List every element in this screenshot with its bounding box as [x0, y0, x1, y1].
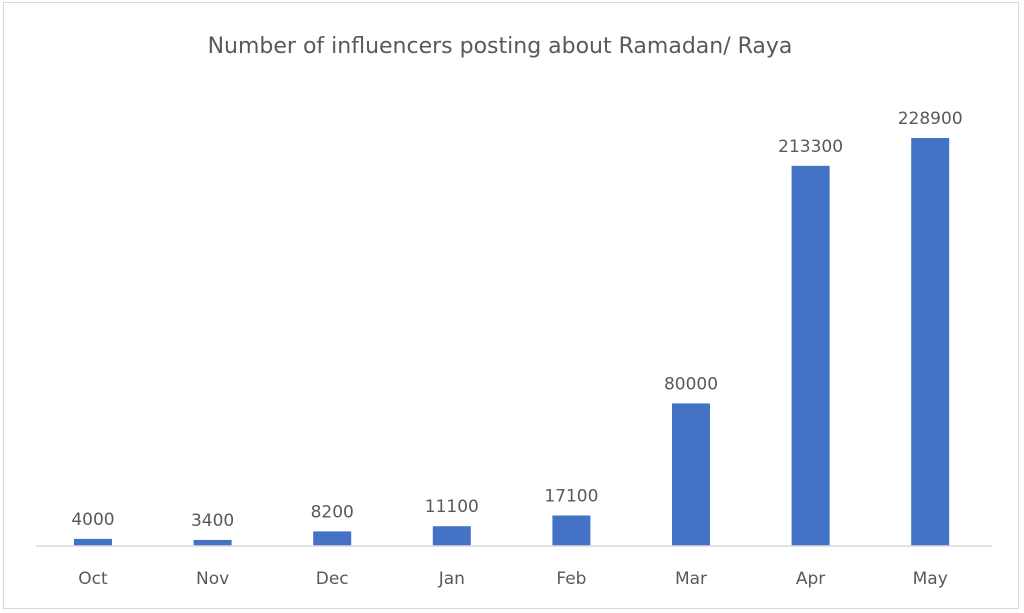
- data-label-nov: 3400: [191, 511, 234, 531]
- bar-mar: [672, 403, 710, 546]
- data-label-jan: 11100: [425, 497, 479, 517]
- bar-jan: [432, 526, 471, 546]
- x-tick-label-mar: Mar: [675, 569, 707, 589]
- data-label-may: 228900: [898, 109, 963, 129]
- data-label-dec: 8200: [311, 502, 354, 522]
- bar-nov: [193, 539, 232, 546]
- data-label-feb: 17100: [544, 487, 598, 507]
- bar-apr: [791, 165, 830, 546]
- data-label-apr: 213300: [778, 137, 843, 157]
- x-tick-label-jan: Jan: [438, 569, 465, 589]
- x-tick-label-apr: Apr: [796, 569, 825, 589]
- x-tick-label-may: May: [913, 569, 948, 589]
- bar-feb: [552, 515, 591, 546]
- data-label-oct: 4000: [71, 510, 114, 530]
- x-tick-label-feb: Feb: [556, 569, 586, 589]
- bar-may: [911, 138, 950, 546]
- x-tick-label-dec: Dec: [316, 569, 349, 589]
- bar-oct: [74, 538, 112, 546]
- data-label-mar: 80000: [664, 374, 718, 394]
- x-tick-label-oct: Oct: [78, 569, 108, 589]
- chart-title: Number of influencers posting about Rama…: [208, 34, 793, 59]
- x-tick-label-nov: Nov: [196, 569, 229, 589]
- chart-frame: [3, 2, 1019, 609]
- bar-dec: [313, 531, 352, 546]
